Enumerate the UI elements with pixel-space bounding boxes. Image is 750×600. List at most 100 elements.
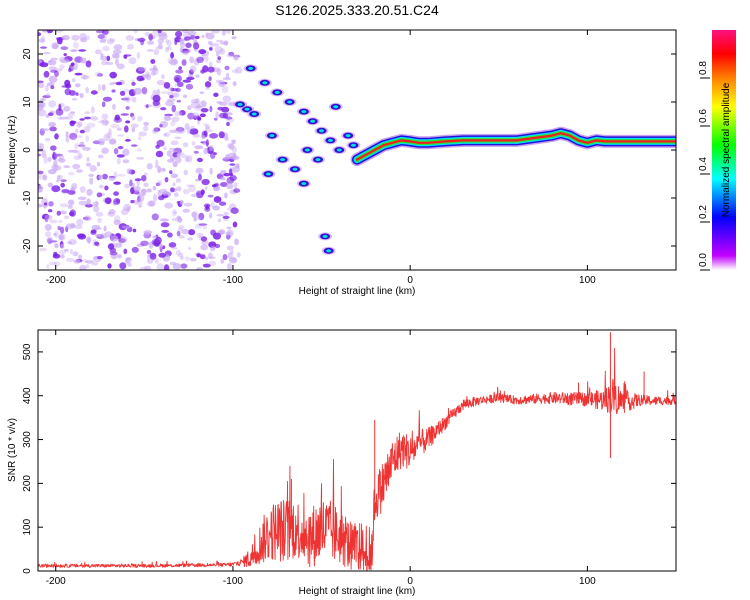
- noise-point: [175, 178, 181, 183]
- noise-point: [50, 85, 55, 90]
- noise-point: [213, 152, 218, 155]
- noise-point: [162, 191, 171, 196]
- noise-point: [58, 234, 64, 241]
- noise-point: [177, 127, 186, 134]
- noise-point: [149, 252, 157, 260]
- noise-point: [69, 111, 76, 114]
- spectrogram-ylabel: Frequency (Hz): [7, 116, 18, 185]
- noise-point: [56, 210, 61, 216]
- noise-point: [85, 135, 89, 143]
- noise-point: [117, 174, 126, 177]
- noise-point: [65, 83, 72, 89]
- noise-point: [45, 84, 49, 92]
- noise-point: [196, 267, 203, 270]
- signal-blob: [332, 146, 347, 154]
- noise-point: [74, 224, 83, 230]
- noise-point: [98, 138, 105, 145]
- noise-point: [190, 101, 200, 109]
- noise-point: [43, 70, 50, 78]
- noise-point: [90, 106, 95, 114]
- noise-point: [167, 158, 175, 163]
- noise-point: [59, 116, 69, 120]
- noise-point: [71, 149, 78, 153]
- noise-point: [59, 64, 65, 70]
- noise-point: [131, 96, 137, 103]
- noise-point: [155, 182, 161, 187]
- noise-point: [58, 157, 66, 163]
- blob-center: [326, 249, 332, 253]
- noise-point: [48, 100, 57, 108]
- noise-point: [44, 223, 52, 231]
- noise-point: [185, 42, 192, 49]
- noise-point: [201, 178, 210, 186]
- noise-point: [229, 163, 236, 166]
- noise-point: [216, 101, 223, 104]
- noise-point: [189, 128, 199, 135]
- noise-point: [158, 252, 166, 258]
- noise-point: [218, 80, 226, 88]
- noise-point: [116, 157, 121, 165]
- noise-point: [200, 244, 209, 251]
- noise-point: [171, 209, 177, 217]
- noise-point: [93, 205, 100, 213]
- noise-point: [183, 202, 193, 207]
- noise-point: [49, 219, 58, 224]
- noise-point: [45, 93, 51, 97]
- noise-point: [226, 234, 231, 240]
- noise-point: [60, 46, 69, 50]
- noise-point: [187, 105, 192, 111]
- noise-point: [113, 198, 121, 205]
- noise-point: [44, 231, 52, 238]
- noise-point: [131, 115, 136, 121]
- signal-blob: [243, 64, 258, 73]
- noise-point: [207, 252, 213, 259]
- noise-point: [204, 81, 212, 88]
- noise-point: [76, 218, 84, 226]
- noise-point: [50, 145, 57, 151]
- blob-center: [327, 138, 333, 142]
- snr-frame: [37, 329, 677, 572]
- noise-point: [176, 230, 181, 237]
- noise-point: [224, 65, 230, 71]
- noise-point: [138, 204, 142, 208]
- noise-point: [160, 222, 170, 228]
- noise-point: [122, 96, 132, 102]
- signal-blob: [264, 131, 279, 140]
- noise-point: [113, 181, 121, 185]
- noise-point: [176, 186, 182, 192]
- noise-point: [58, 220, 63, 223]
- noise-point: [133, 87, 143, 95]
- y-tick-label: 500: [22, 343, 33, 360]
- noise-point: [174, 39, 178, 46]
- noise-point: [166, 46, 172, 51]
- noise-point: [180, 41, 186, 49]
- signal-blob: [282, 98, 297, 106]
- noise-point: [158, 243, 164, 249]
- noise-point: [107, 243, 115, 250]
- noise-point: [204, 186, 208, 191]
- noise-point: [209, 129, 214, 133]
- noise-point: [77, 135, 83, 139]
- noise-point: [152, 194, 158, 202]
- noise-point: [140, 39, 145, 46]
- noise-point: [178, 235, 185, 239]
- noise-point: [98, 184, 104, 189]
- noise-point: [68, 171, 75, 176]
- noise-point: [183, 188, 190, 195]
- noise-point: [94, 227, 102, 230]
- noise-point: [71, 34, 80, 41]
- noise-point: [46, 82, 55, 87]
- noise-point: [97, 34, 105, 40]
- noise-point: [136, 157, 145, 160]
- noise-point: [180, 256, 184, 260]
- noise-point: [186, 184, 195, 187]
- noise-point: [95, 234, 101, 238]
- noise-point: [85, 264, 90, 269]
- noise-point: [225, 30, 232, 34]
- y-tick-label: 0: [22, 568, 33, 574]
- noise-point: [195, 167, 204, 174]
- noise-point: [54, 152, 59, 158]
- noise-point: [148, 33, 153, 41]
- noise-point: [65, 131, 69, 138]
